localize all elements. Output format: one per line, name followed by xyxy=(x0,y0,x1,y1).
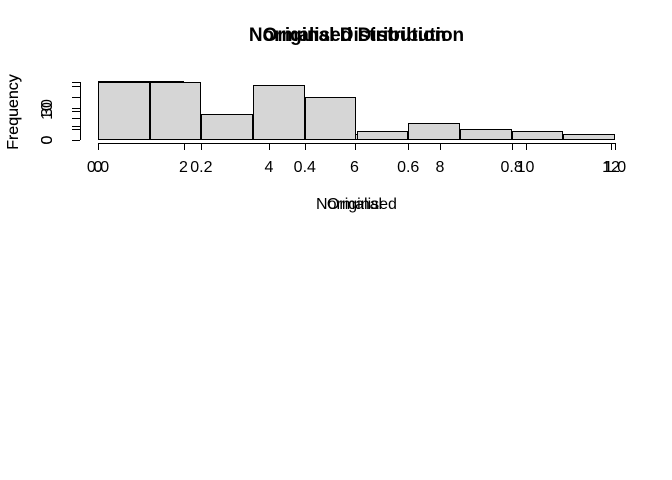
y-tick-label: 10 xyxy=(39,102,56,121)
x-tick xyxy=(269,143,270,150)
histogram-bar xyxy=(253,85,305,140)
x-tick-label: 0 xyxy=(93,159,103,176)
x-tick xyxy=(525,143,527,150)
x-tick xyxy=(440,143,441,150)
y-axis-title: Frequency xyxy=(5,74,22,150)
histogram-bar xyxy=(98,82,150,140)
y-tick xyxy=(72,125,80,127)
histogram-bar xyxy=(304,96,357,140)
x-tick xyxy=(304,143,306,150)
chart-title: Normalised Distribution xyxy=(248,25,465,46)
y-tick xyxy=(72,129,80,131)
y-tick xyxy=(72,107,80,109)
x-tick-label: 0.6 xyxy=(397,159,420,176)
histogram-bar xyxy=(511,131,564,140)
histogram-panel-normalised: Normalised Distribution Frequency Normal… xyxy=(5,25,627,213)
x-tick-label: 10 xyxy=(516,159,535,176)
histogram-bar xyxy=(201,114,254,140)
x-tick-label: 2 xyxy=(179,159,188,176)
x-tick-label: 4 xyxy=(264,159,274,176)
x-axis-title: Normalised xyxy=(316,196,397,213)
histogram-bar xyxy=(356,131,409,140)
x-tick xyxy=(98,143,99,150)
x-axis-title: Original xyxy=(326,196,383,213)
histogram-bar xyxy=(459,128,512,140)
x-tick xyxy=(511,143,513,150)
histogram-bar xyxy=(408,122,460,140)
x-axis-line xyxy=(98,143,615,144)
x-tick xyxy=(408,143,410,150)
y-tick xyxy=(72,96,80,98)
x-tick xyxy=(611,143,612,150)
y-tick xyxy=(72,111,80,113)
x-tick xyxy=(201,143,203,150)
histogram-bar xyxy=(149,82,202,140)
x-tick-label: 0.0 xyxy=(86,159,110,176)
y-tick xyxy=(72,86,80,87)
y-tick xyxy=(72,82,80,84)
y-tick xyxy=(72,118,80,120)
x-tick-label: 8 xyxy=(435,159,445,176)
x-tick xyxy=(354,143,356,150)
x-tick-label: 12 xyxy=(602,159,620,176)
x-tick-label: 1.0 xyxy=(603,159,627,176)
y-axis-line xyxy=(80,82,81,140)
histogram-bar xyxy=(563,134,615,140)
chart-title: Original Distribution xyxy=(262,25,447,46)
x-tick xyxy=(615,143,616,150)
x-tick-label: 0.2 xyxy=(190,159,213,176)
x-tick-label: 0.8 xyxy=(500,159,523,176)
x-tick-label: 6 xyxy=(350,159,359,176)
x-tick-label: 0.4 xyxy=(293,159,316,176)
y-tick xyxy=(72,140,80,141)
y-tick-label: 0 xyxy=(39,135,56,145)
x-tick xyxy=(183,143,185,150)
